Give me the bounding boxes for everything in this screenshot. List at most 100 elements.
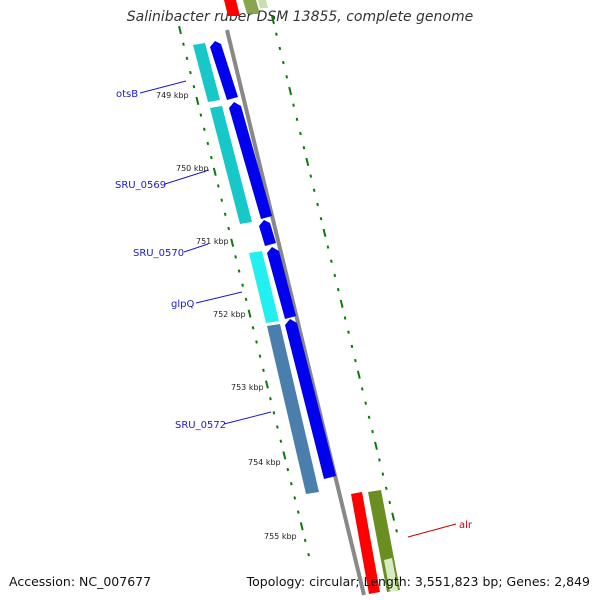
inner-tick-mark (220, 198, 224, 202)
inner-tick-mark (216, 184, 220, 188)
outer-tick-mark (285, 75, 289, 79)
cds-arrow-otsB[interactable] (210, 41, 238, 100)
gene-label: SRU_0570 (133, 248, 184, 259)
outer-tick-mark (388, 500, 392, 505)
outer-tick-mark (299, 131, 302, 136)
outer-tick-mark (333, 273, 337, 278)
gene-label: SRU_0569 (115, 180, 166, 191)
outer-tick-mark (275, 32, 278, 36)
inner-tick-mark (185, 56, 189, 61)
tick-label: 753 kbp (231, 383, 264, 392)
inner-tick-mark (251, 326, 255, 330)
rna-feature-alr-red[interactable] (351, 492, 380, 594)
inner-tick-mark (272, 411, 276, 415)
outer-tick-mark (378, 458, 381, 462)
inner-tick-mark (182, 42, 185, 46)
gene-label: alr (459, 520, 473, 531)
gene-label: SRU_0572 (175, 420, 226, 431)
leader-otsB (139, 80, 187, 94)
leader-SRU_0569 (164, 169, 210, 185)
outer-tick-mark (360, 387, 364, 391)
outer-tick-mark (354, 358, 357, 363)
inner-tick-mark (199, 113, 203, 117)
kbp-tick-labels: 749 kbp 750 kbp 751 kbp 752 kbp 753 kbp … (156, 91, 297, 541)
inner-tick-mark (241, 283, 244, 287)
tick-label: 752 kbp (213, 310, 246, 319)
inner-tick-mark (223, 212, 227, 217)
tick-label: 749 kbp (156, 91, 189, 100)
inner-tick-mark (178, 25, 182, 35)
inner-tick-mark (276, 425, 279, 429)
gene-bar-otsB[interactable] (193, 43, 220, 102)
cds-arrow-SRU_0572[interactable] (285, 319, 336, 479)
outer-tick-mark (271, 15, 275, 25)
outer-tick-track (271, 15, 398, 533)
inner-tick-mark (244, 297, 248, 302)
inner-tick-mark (209, 155, 213, 160)
rna-feature-top-red[interactable] (224, 0, 240, 16)
gene-bar-SRU_0572[interactable] (267, 324, 319, 494)
inner-tick-mark (265, 380, 269, 389)
rna-feature-top-pale[interactable] (258, 0, 268, 8)
inner-tick-mark (296, 510, 300, 514)
cds-arrow-glpQ[interactable] (267, 247, 296, 319)
outer-tick-mark (384, 486, 388, 490)
inner-tick-mark (255, 340, 258, 344)
leader-alr (407, 523, 457, 538)
rna-feature-top-olive[interactable] (243, 0, 260, 14)
outer-tick-mark (295, 117, 299, 122)
leader-SRU_0570 (183, 243, 209, 253)
inner-tick-mark (227, 226, 231, 231)
outer-tick-mark (322, 228, 327, 237)
tick-label: 755 kbp (264, 532, 297, 541)
outer-tick-mark (302, 146, 306, 150)
outer-tick-mark (330, 259, 333, 263)
rna-feature-alr-pale[interactable] (384, 558, 398, 592)
outer-tick-mark (343, 316, 347, 320)
outer-tick-mark (391, 512, 396, 521)
cds-arrow-SRU_0570[interactable] (259, 220, 276, 246)
inner-tick-mark (279, 439, 283, 443)
outer-tick-mark (339, 299, 344, 308)
gene-labels[interactable]: otsB SRU_0569 SRU_0570 glpQ SRU_0572 alr (115, 89, 473, 531)
inner-tick-mark (230, 238, 235, 247)
inner-tick-mark (262, 368, 265, 373)
outer-tick-mark (367, 415, 371, 420)
outer-tick-mark (278, 46, 282, 51)
inner-tick-mark (299, 522, 304, 531)
inner-tick-mark (307, 552, 311, 557)
inner-tick-mark (247, 309, 252, 318)
cds-arrow-SRU_0569[interactable] (229, 102, 272, 219)
inner-tick-mark (269, 396, 272, 401)
gene-bar-glpQ[interactable] (249, 251, 279, 323)
gene-label: otsB (116, 89, 138, 100)
leader-glpQ (195, 291, 243, 304)
outer-tick-mark (336, 287, 340, 292)
outer-tick-mark (309, 174, 313, 178)
map-title: Salinibacter ruber DSM 13855, complete g… (126, 9, 474, 25)
genome-summary-text: Topology: circular; Length: 3,551,823 bp… (246, 574, 590, 589)
outer-tick-mark (395, 529, 398, 533)
inner-tick-mark (203, 127, 206, 131)
inner-tick-mark (212, 167, 217, 176)
inner-tick-track (178, 25, 311, 557)
leader-SRU_0572 (223, 411, 272, 425)
inner-tick-mark (189, 70, 192, 75)
tick-label: 750 kbp (176, 164, 209, 173)
accession-text: Accession: NC_007677 (9, 574, 152, 589)
label-leaders (139, 80, 457, 538)
gene-bar-SRU_0569[interactable] (210, 106, 252, 224)
outer-tick-mark (381, 472, 385, 476)
outer-tick-mark (312, 188, 316, 192)
inner-tick-mark (293, 496, 297, 500)
gene-label: glpQ (171, 299, 194, 310)
outer-tick-mark (288, 86, 293, 96)
inner-tick-mark (303, 538, 307, 543)
inner-tick-mark (258, 354, 262, 358)
outer-tick-mark (281, 60, 285, 65)
outer-tick-mark (350, 344, 354, 349)
inner-tick-mark (237, 269, 241, 273)
outer-tick-mark (371, 429, 374, 434)
tick-label: 751 kbp (196, 237, 229, 246)
